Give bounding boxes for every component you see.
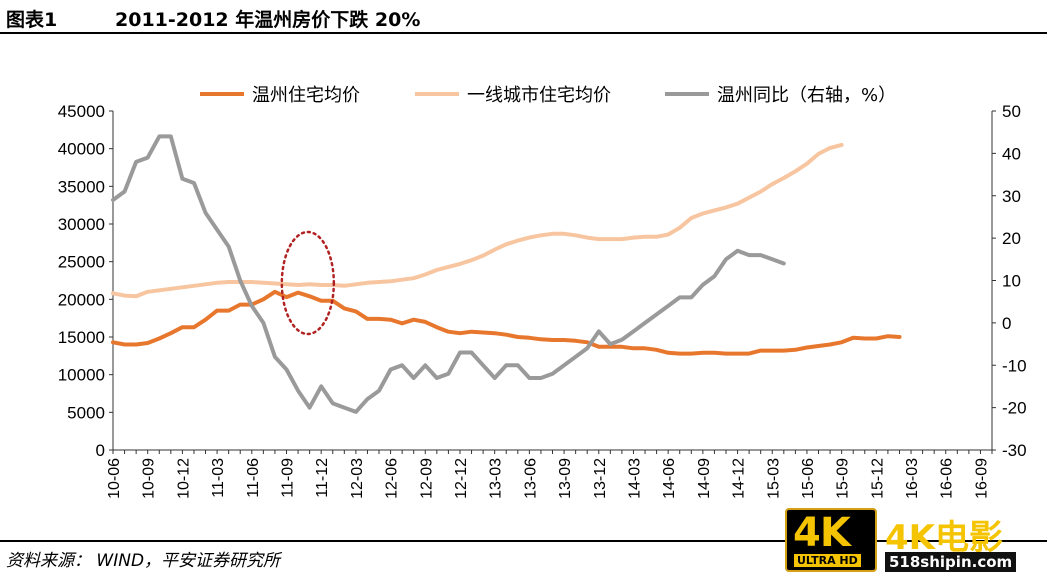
x-tick-label: 15-09 bbox=[835, 458, 852, 499]
x-tick-label: 11-06 bbox=[245, 458, 262, 498]
y-left-tick-label: 30000 bbox=[58, 215, 105, 234]
x-tick-label: 10-06 bbox=[106, 458, 123, 499]
figure-header: 图表1 2011-2012 年温州房价下跌 20% bbox=[0, 0, 1047, 34]
x-tick-label: 16-06 bbox=[939, 458, 956, 499]
y-left-tick-label: 15000 bbox=[58, 328, 105, 347]
watermark-brand: 4K电影 bbox=[885, 518, 1004, 558]
y-left-tick-label: 0 bbox=[96, 441, 105, 460]
legend-label: 温州同比（右轴，%） bbox=[717, 85, 896, 106]
y-right-tick-label: 10 bbox=[1002, 272, 1021, 291]
y-left-tick-label: 45000 bbox=[58, 102, 105, 121]
chart-lines bbox=[111, 134, 902, 414]
y-left-tick-label: 20000 bbox=[58, 290, 105, 309]
chart-annotations bbox=[280, 230, 336, 336]
x-tick-label: 10-12 bbox=[175, 458, 192, 499]
x-tick-label: 10-09 bbox=[141, 458, 158, 499]
y-right-tick-label: 0 bbox=[1002, 314, 1011, 333]
watermark-badge-sub: ULTRA HD bbox=[794, 554, 861, 567]
x-tick-label: 12-03 bbox=[349, 458, 366, 499]
x-tick-label: 14-12 bbox=[731, 458, 748, 499]
x-tick-label: 13-12 bbox=[592, 458, 609, 499]
source-note: 资料来源： WIND，平安证券研究所 bbox=[6, 551, 281, 571]
watermark-site: 518shipin.com bbox=[885, 552, 1017, 572]
x-tick-label: 12-09 bbox=[418, 458, 435, 499]
y-right-tick-label: 50 bbox=[1002, 102, 1021, 121]
x-tick-label: 13-09 bbox=[557, 458, 574, 499]
chart-legend: 温州住宅均价 一线城市住宅均价 温州同比（右轴，%） bbox=[200, 85, 896, 106]
x-tick-label: 12-12 bbox=[453, 458, 470, 499]
x-tick-label: 13-03 bbox=[488, 458, 505, 499]
x-tick-label: 16-03 bbox=[904, 458, 921, 499]
highlight-ellipse bbox=[280, 230, 336, 336]
y-left-tick-label: 25000 bbox=[58, 253, 105, 272]
figure-title: 2011-2012 年温州房价下跌 20% bbox=[115, 9, 421, 31]
x-tick-label: 12-06 bbox=[384, 458, 401, 499]
x-tick-label: 15-06 bbox=[800, 458, 817, 499]
x-tick-label: 16-09 bbox=[973, 458, 990, 499]
series-line-2 bbox=[111, 142, 844, 299]
y-right-tick-label: -30 bbox=[1002, 441, 1027, 460]
y-right-tick-label: 20 bbox=[1002, 229, 1021, 248]
x-tick-label: 11-12 bbox=[314, 458, 331, 498]
line-chart: 温州住宅均价 一线城市住宅均价 温州同比（右轴，%） 0 5000 10000 15000… bbox=[58, 85, 1027, 499]
x-tick-label: 11-03 bbox=[210, 458, 227, 498]
y-left-tick-label: 5000 bbox=[67, 403, 105, 422]
watermark-badge-text: 4K bbox=[793, 510, 851, 556]
y-left-tick-label: 40000 bbox=[58, 140, 105, 159]
y-right-tick-label: -20 bbox=[1002, 399, 1027, 418]
footer-divider bbox=[0, 540, 1047, 542]
series-line-3 bbox=[111, 134, 786, 414]
x-tick-label: 15-12 bbox=[869, 458, 886, 499]
y-left-tick-label: 35000 bbox=[58, 177, 105, 196]
y-right-tick-label: 40 bbox=[1002, 144, 1021, 163]
chart-axes: 0 5000 10000 15000 20000 25000 30000 35000 40000… bbox=[58, 102, 1027, 499]
watermark-logo: 4K ULTRA HD 4K电影 518shipin.com bbox=[785, 508, 1035, 574]
legend-label: 温州住宅均价 bbox=[252, 85, 360, 106]
figure-label: 图表1 bbox=[6, 9, 58, 31]
x-tick-label: 15-03 bbox=[765, 458, 782, 499]
series-line-1 bbox=[111, 289, 902, 356]
x-tick-label: 14-03 bbox=[626, 458, 643, 499]
y-right-tick-label: -10 bbox=[1002, 356, 1027, 375]
x-tick-label: 14-06 bbox=[661, 458, 678, 499]
watermark-badge: 4K ULTRA HD bbox=[785, 508, 877, 572]
x-tick-label: 14-09 bbox=[696, 458, 713, 499]
x-tick-label: 13-06 bbox=[522, 458, 539, 499]
y-right-tick-label: 30 bbox=[1002, 187, 1021, 206]
y-left-tick-label: 10000 bbox=[58, 366, 105, 385]
legend-label: 一线城市住宅均价 bbox=[467, 85, 611, 106]
x-tick-label: 11-09 bbox=[279, 458, 296, 498]
